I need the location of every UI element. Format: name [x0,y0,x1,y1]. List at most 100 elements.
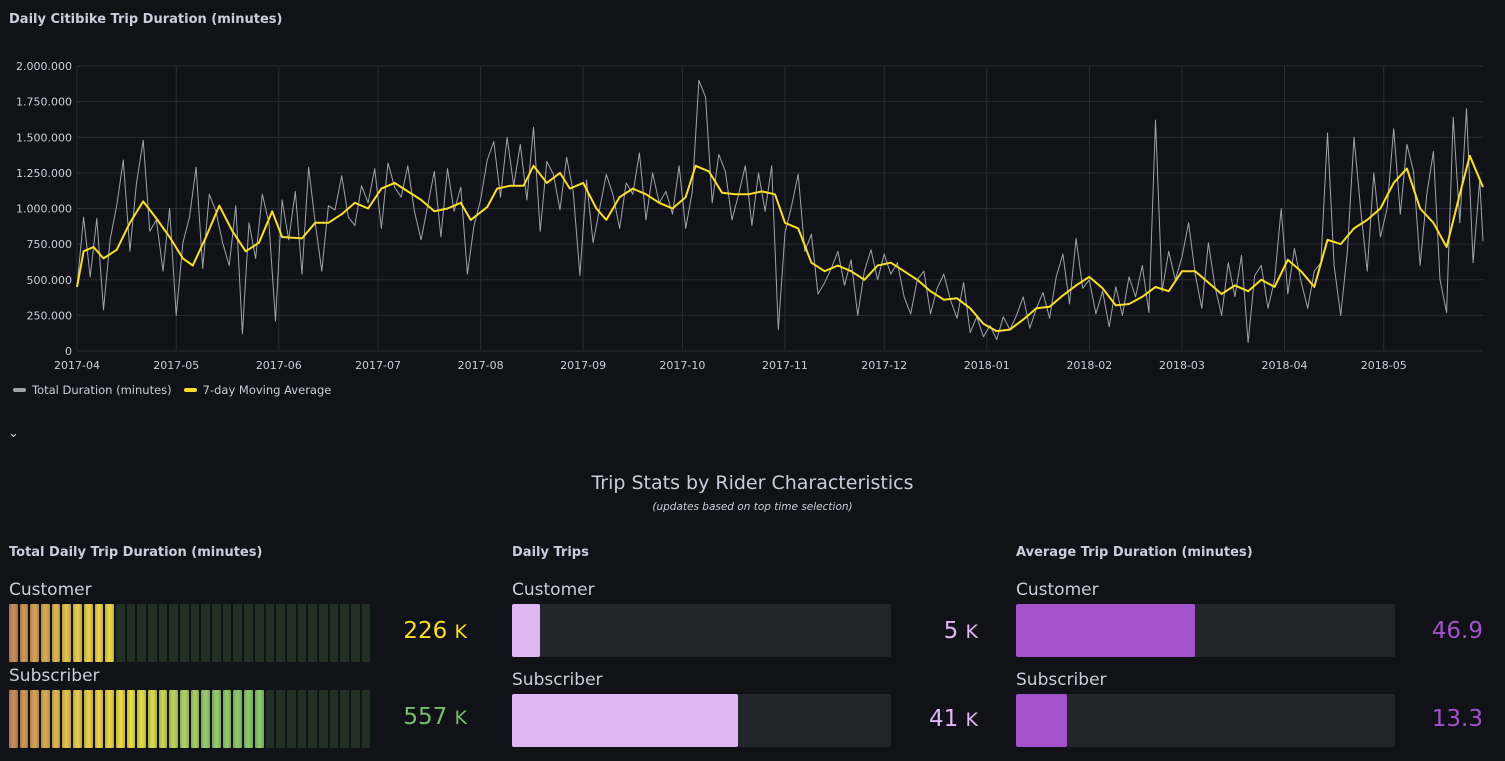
lcd-cell [297,690,307,748]
lcd-cell [51,690,61,748]
y-tick-label: 1.250.000 [16,167,72,180]
lcd-cell [9,604,18,662]
lcd-cell [329,604,339,662]
x-tick-label: 2017-09 [560,359,606,372]
series-line-total-duration [76,79,1484,343]
lcd-cell [62,604,72,662]
panel-title: Total Daily Trip Duration (minutes) [9,545,263,560]
y-tick-label: 250.000 [27,309,73,322]
lcd-cell [105,690,114,748]
lcd-cell [361,690,371,748]
chevron-down-icon[interactable]: ⌄ [8,426,19,441]
chart-legend: Total Duration (minutes) 7-day Moving Av… [13,383,331,397]
x-tick-label: 2017-10 [659,359,705,372]
bar-label-customer: Customer [9,580,92,600]
lcd-cell [308,690,317,748]
bar-label-subscriber: Subscriber [9,666,100,686]
lcd-cell [286,690,296,748]
lcd-cell [265,690,275,748]
lcd-cell [329,690,339,748]
lcd-cell [94,604,104,662]
bar-value-subscriber: 41 K [928,706,978,732]
lcd-cell [115,604,125,662]
lcd-cell [254,690,264,748]
lcd-cell [115,690,125,748]
x-tick-label: 2018-01 [964,359,1010,372]
x-tick-label: 2018-04 [1262,359,1308,372]
bar-fill-subscriber [1016,694,1067,747]
lcd-cell [158,690,168,748]
lcd-cell [9,690,18,748]
lcd-cell [180,690,189,748]
lcd-cell [73,604,82,662]
lcd-cell [244,604,253,662]
chart-panel-title: Daily Citibike Trip Duration (minutes) [9,12,283,27]
y-tick-label: 1.500.000 [16,131,72,144]
x-tick-label: 2017-05 [153,359,199,372]
lcd-cell [126,604,136,662]
lcd-cell [265,604,275,662]
legend-item-total-duration[interactable]: Total Duration (minutes) [13,383,172,397]
bar-track-customer [1016,604,1395,657]
lcd-cell [30,690,40,748]
lcd-cell [180,604,189,662]
lcd-cell [340,604,349,662]
legend-label-total: Total Duration (minutes) [32,383,172,397]
bar-value-subscriber: 557 K [403,704,467,730]
x-tick-label: 2017-12 [861,359,907,372]
lcd-cell [201,604,211,662]
legend-item-moving-average[interactable]: 7-day Moving Average [183,383,331,397]
lcd-cell [254,604,264,662]
bar-track-subscriber [512,694,891,747]
panel-title: Daily Trips [512,545,589,560]
y-tick-label: 0 [65,345,72,358]
lcd-cell [94,690,104,748]
legend-swatch-total [13,388,26,392]
lcd-cell [126,690,136,748]
bar-fill-customer [512,604,541,657]
lcd-cell [233,690,243,748]
lcd-cell [286,604,296,662]
lcd-cell [233,604,243,662]
panel-average-trip-duration: Average Trip Duration (minutes) Customer… [1016,545,1505,755]
y-tick-label: 500.000 [27,274,73,287]
lcd-cell [19,604,29,662]
lcd-cell [158,604,168,662]
bar-label-customer: Customer [512,580,595,600]
y-tick-label: 1.000.000 [16,203,72,216]
bar-label-subscriber: Subscriber [1016,670,1107,690]
lcd-cell [169,604,178,662]
legend-swatch-moving-average [183,388,197,392]
lcd-cell [62,690,72,748]
panel-daily-trips: Daily Trips Customer 5 K Subscriber 41 K [512,545,1002,755]
lcd-cell [222,604,232,662]
x-tick-label: 2017-08 [458,359,504,372]
lcd-cell [19,690,29,748]
lcd-cell [212,604,221,662]
bar-value-customer: 226 K [403,618,467,644]
lcd-cell [318,604,328,662]
bar-label-customer: Customer [1016,580,1099,600]
lcd-gauge-subscriber [9,690,371,748]
x-tick-label: 2017-07 [355,359,401,372]
x-tick-label: 2018-05 [1361,359,1407,372]
lcd-gauge-customer [9,604,371,662]
y-tick-label: 1.750.000 [16,96,72,109]
bar-value-subscriber: 13.3 [1431,706,1483,732]
bar-fill-customer [1016,604,1195,657]
x-tick-label: 2018-02 [1066,359,1112,372]
bar-track-subscriber [1016,694,1395,747]
lcd-cell [297,604,307,662]
timeseries-chart[interactable]: 0 250.000 500.000 750.000 1.000.000 1.250.000… [0,52,1505,377]
lcd-cell [169,690,178,748]
lcd-cell [190,604,200,662]
lcd-cell [73,690,82,748]
lcd-cell [147,690,157,748]
lcd-cell [351,604,360,662]
panel-title: Average Trip Duration (minutes) [1016,545,1253,560]
lcd-cell [201,690,211,748]
bar-value-customer: 46.9 [1431,618,1483,644]
y-tick-label: 750.000 [27,238,73,251]
lcd-cell [222,690,232,748]
lcd-cell [318,690,328,748]
